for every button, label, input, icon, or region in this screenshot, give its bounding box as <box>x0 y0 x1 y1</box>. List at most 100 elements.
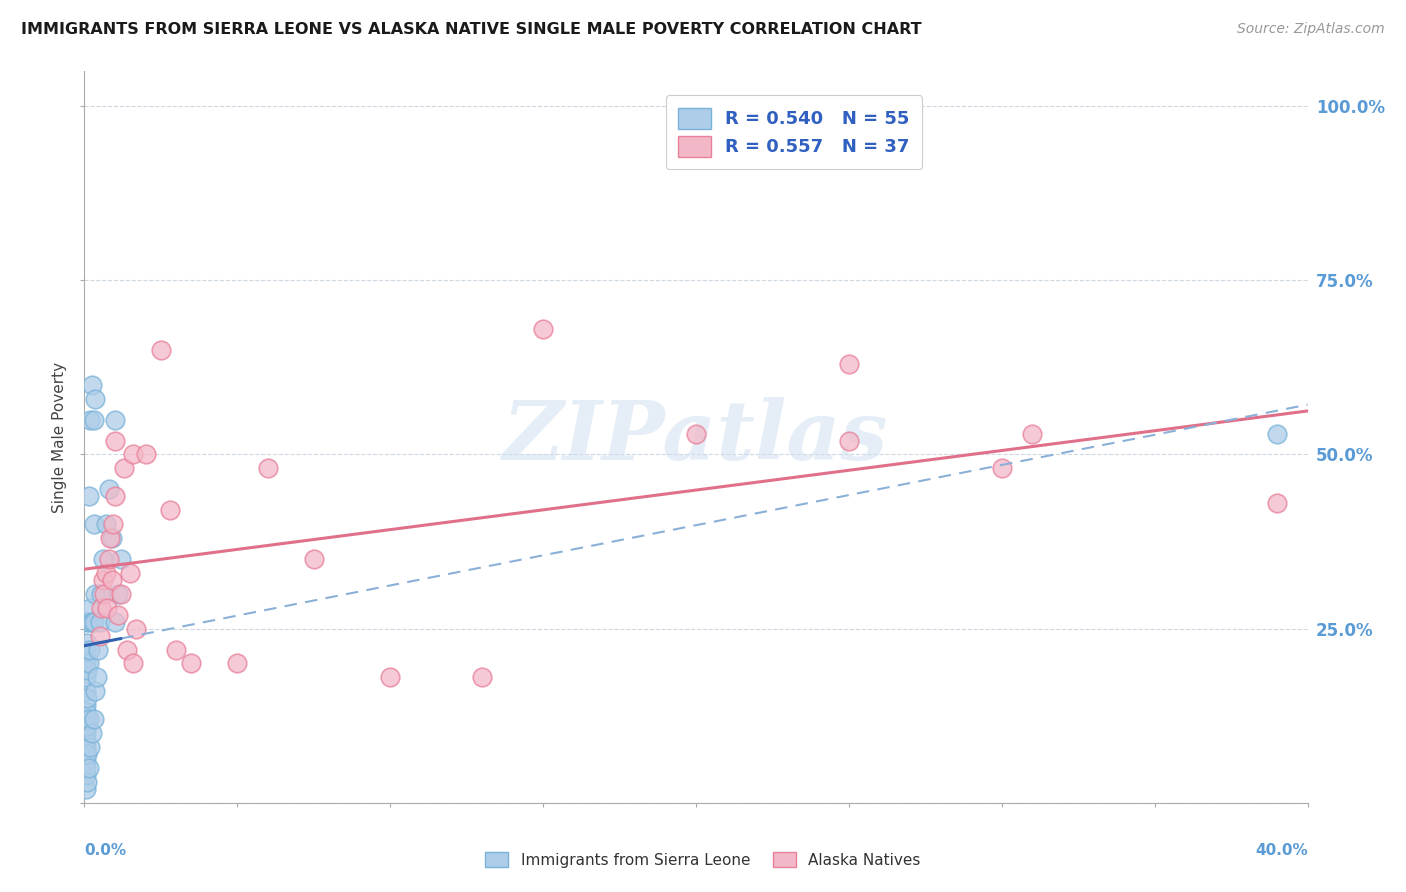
Point <box>75 761 97 775</box>
Point <box>83 412 105 426</box>
Point <box>96 600 118 615</box>
Point <box>101 573 124 587</box>
Point <box>76 615 98 629</box>
Point <box>115 642 138 657</box>
Point <box>380 670 402 684</box>
Point <box>104 412 127 426</box>
Point <box>87 642 110 657</box>
Text: ZIPatlas: ZIPatlas <box>503 397 889 477</box>
Point <box>76 719 98 733</box>
Point <box>75 657 97 671</box>
Point <box>75 740 97 755</box>
Point <box>91 552 114 566</box>
Point <box>531 322 554 336</box>
Point <box>75 698 97 713</box>
Point <box>75 781 97 796</box>
Point <box>226 657 249 671</box>
Point <box>75 705 97 719</box>
Point <box>79 642 101 657</box>
Point <box>75 684 97 698</box>
Point <box>83 615 105 629</box>
Point <box>91 573 114 587</box>
Point <box>75 733 97 747</box>
Point <box>98 531 121 545</box>
Text: 40.0%: 40.0% <box>1254 843 1308 858</box>
Point <box>76 691 98 706</box>
Point <box>257 461 280 475</box>
Point <box>90 600 112 615</box>
Point <box>76 747 98 761</box>
Point <box>80 377 103 392</box>
Point <box>104 434 127 448</box>
Point <box>104 615 127 629</box>
Point <box>112 461 135 475</box>
Point <box>79 740 101 755</box>
Text: 0.0%: 0.0% <box>84 843 127 858</box>
Point <box>165 642 187 657</box>
Point <box>838 434 860 448</box>
Point <box>76 664 98 678</box>
Point <box>1265 426 1288 441</box>
Point <box>77 712 100 726</box>
Legend: R = 0.540   N = 55, R = 0.557   N = 37: R = 0.540 N = 55, R = 0.557 N = 37 <box>665 95 922 169</box>
Point <box>107 607 129 622</box>
Point <box>122 657 145 671</box>
Point <box>90 587 112 601</box>
Point <box>79 600 101 615</box>
Point <box>838 357 860 371</box>
Point <box>125 622 148 636</box>
Point <box>101 531 124 545</box>
Point <box>89 629 111 643</box>
Text: IMMIGRANTS FROM SIERRA LEONE VS ALASKA NATIVE SINGLE MALE POVERTY CORRELATION CH: IMMIGRANTS FROM SIERRA LEONE VS ALASKA N… <box>21 22 922 37</box>
Point <box>75 712 97 726</box>
Point <box>159 503 181 517</box>
Point <box>89 615 111 629</box>
Point <box>120 566 142 580</box>
Point <box>84 684 107 698</box>
Point <box>84 392 107 406</box>
Point <box>991 461 1014 475</box>
Point <box>75 726 97 740</box>
Point <box>75 719 97 733</box>
Point <box>83 712 105 726</box>
Point <box>77 489 100 503</box>
Point <box>685 426 707 441</box>
Point <box>75 747 97 761</box>
Point <box>83 517 105 532</box>
Point <box>75 768 97 782</box>
Point <box>77 615 100 629</box>
Point <box>75 642 97 657</box>
Point <box>77 657 100 671</box>
Point <box>75 754 97 768</box>
Point <box>76 635 98 649</box>
Point <box>149 343 172 357</box>
Point <box>80 615 103 629</box>
Point <box>97 552 120 566</box>
Point <box>1021 426 1043 441</box>
Point <box>80 726 103 740</box>
Text: Source: ZipAtlas.com: Source: ZipAtlas.com <box>1237 22 1385 37</box>
Point <box>1265 496 1288 510</box>
Point <box>77 761 100 775</box>
Point <box>93 587 115 601</box>
Point <box>76 775 98 789</box>
Point <box>471 670 494 684</box>
Point <box>86 670 108 684</box>
Point <box>97 483 120 497</box>
Point <box>135 448 157 462</box>
Point <box>104 489 127 503</box>
Point <box>75 670 97 684</box>
Point <box>180 657 202 671</box>
Point <box>94 566 117 580</box>
Point <box>84 587 107 601</box>
Y-axis label: Single Male Poverty: Single Male Poverty <box>52 361 67 513</box>
Point <box>94 517 117 532</box>
Legend: Immigrants from Sierra Leone, Alaska Natives: Immigrants from Sierra Leone, Alaska Nat… <box>478 844 928 875</box>
Point <box>122 448 145 462</box>
Point <box>103 517 125 532</box>
Point <box>302 552 325 566</box>
Point <box>110 552 132 566</box>
Point <box>110 587 132 601</box>
Point <box>79 412 101 426</box>
Point <box>107 587 129 601</box>
